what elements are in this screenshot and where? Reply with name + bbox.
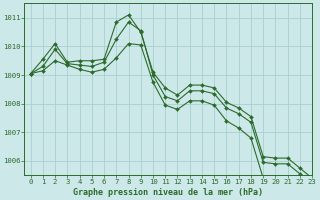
X-axis label: Graphe pression niveau de la mer (hPa): Graphe pression niveau de la mer (hPa) xyxy=(73,188,263,197)
